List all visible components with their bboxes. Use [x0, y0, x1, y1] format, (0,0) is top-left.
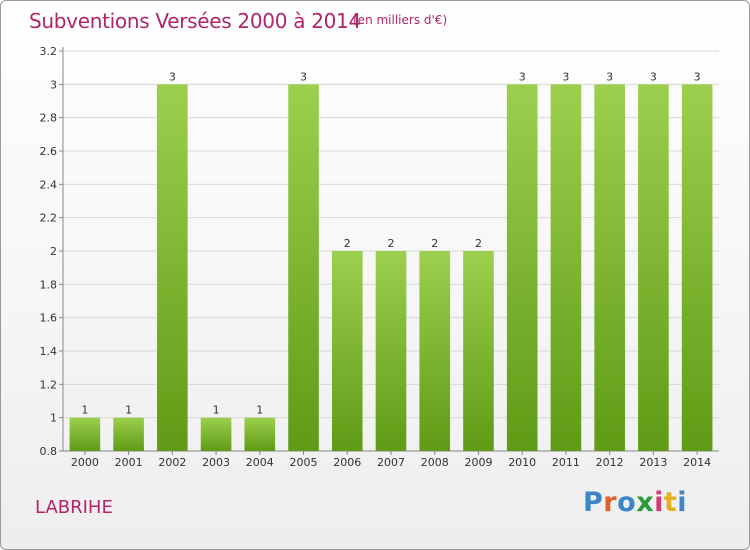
logo-letter: r: [603, 487, 618, 518]
logo-letter: i: [677, 487, 688, 518]
bar: [419, 251, 451, 451]
x-tick-label: 2004: [246, 456, 274, 469]
data-label: 3: [169, 70, 176, 83]
bar: [594, 84, 625, 451]
data-label: 1: [213, 404, 220, 417]
logo-letter: i: [654, 487, 664, 518]
bar: [69, 417, 101, 451]
logo-letter: o: [617, 487, 637, 518]
chart-title: Subventions Versées 2000 à 2014: [29, 9, 361, 33]
unit-label: (en milliers d'€): [353, 13, 448, 27]
x-tick-label: 2012: [596, 456, 624, 469]
data-label: 1: [125, 404, 132, 417]
logo-letter: P: [583, 487, 604, 518]
x-tick-label: 2014: [683, 456, 711, 469]
data-label: 3: [606, 70, 613, 83]
data-label: 3: [300, 70, 307, 83]
y-tick-label: 2.8: [40, 112, 58, 125]
bar: [113, 417, 144, 451]
data-label: 3: [519, 70, 526, 83]
y-tick-label: 3.2: [40, 45, 58, 58]
data-label: 2: [344, 237, 351, 250]
y-tick-label: 1.6: [40, 312, 58, 325]
commune-name: LABRIHE: [35, 497, 113, 518]
y-tick-label: 2.4: [40, 178, 58, 191]
y-tick-label: 1: [50, 412, 57, 425]
data-label: 2: [388, 237, 395, 250]
data-label: 3: [562, 70, 569, 83]
data-label: 1: [81, 404, 88, 417]
y-tick-label: 1.4: [40, 345, 58, 358]
bar: [375, 251, 407, 451]
bar: [506, 84, 538, 451]
x-tick-label: 2007: [377, 456, 405, 469]
x-tick-label: 2009: [464, 456, 492, 469]
y-tick-label: 0.8: [40, 445, 58, 458]
x-tick-label: 2011: [552, 456, 580, 469]
x-tick-label: 2010: [508, 456, 536, 469]
x-tick-label: 2003: [202, 456, 230, 469]
bar: [550, 84, 582, 451]
y-tick-label: 2.2: [40, 212, 58, 225]
x-tick-label: 2002: [158, 456, 186, 469]
logo-letter: t: [663, 487, 678, 518]
bar: [681, 84, 713, 451]
x-tick-label: 2013: [639, 456, 667, 469]
bar: [157, 84, 188, 451]
bar: [288, 84, 319, 451]
bar: [331, 251, 363, 451]
data-label: 3: [694, 70, 701, 83]
data-label: 1: [256, 404, 263, 417]
bar: [463, 251, 494, 451]
x-tick-label: 2001: [115, 456, 143, 469]
x-tick-label: 2000: [71, 456, 99, 469]
y-tick-label: 3: [50, 78, 57, 91]
data-label: 2: [431, 237, 438, 250]
bar: [200, 417, 232, 451]
y-tick-label: 2: [50, 245, 57, 258]
data-label: 2: [475, 237, 482, 250]
y-tick-label: 2.6: [40, 145, 58, 158]
data-label: 3: [650, 70, 657, 83]
bar: [638, 84, 669, 451]
x-tick-label: 2008: [421, 456, 449, 469]
x-tick-label: 2006: [333, 456, 361, 469]
x-tick-label: 2005: [290, 456, 318, 469]
y-tick-label: 1.2: [40, 378, 58, 391]
proxiti-logo: Proxiti: [583, 487, 687, 518]
y-tick-label: 1.8: [40, 278, 58, 291]
bar: [244, 417, 276, 451]
logo-letter: x: [636, 487, 655, 518]
